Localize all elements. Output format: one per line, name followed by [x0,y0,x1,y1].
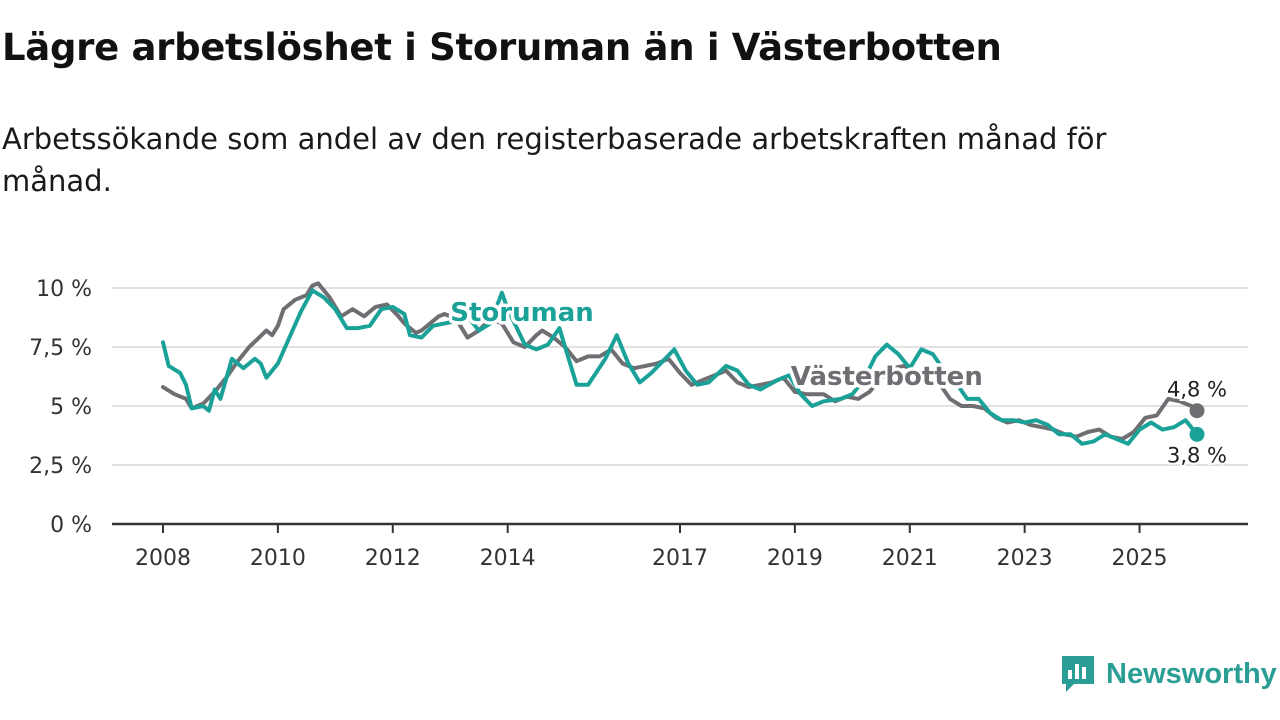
series-label-annotation: Västerbotten [791,362,983,392]
x-tick-label: 2017 [652,546,708,571]
y-tick-label: 5 % [50,395,92,420]
series-line-storuman [161,288,1199,446]
x-tick-label: 2023 [997,546,1053,571]
end-marker-storuman [1189,426,1205,442]
newsworthy-brand: Newsworthy [1060,654,1277,694]
x-tick-label: 2012 [365,546,421,571]
x-tick-label: 2019 [767,546,823,571]
y-tick-label: 10 % [36,277,92,302]
x-tick-label: 2014 [480,546,536,571]
y-tick-label: 7,5 % [29,336,92,361]
x-tick-label: 2008 [135,546,191,571]
end-value-label: 4,8 % [1167,378,1227,402]
newsworthy-logo-icon [1062,656,1094,692]
chart-title: Lägre arbetslöshet i Storuman än i Väste… [2,26,1002,69]
brand-name: Newsworthy [1106,657,1277,690]
x-tick-label: 2021 [882,546,938,571]
line-chart: 4,8 % 3,8 % Storuman Västerbotten 0 % 2,5 % 5… [29,277,1248,571]
y-tick-label: 0 % [50,513,92,538]
end-marker-vasterbotten [1189,403,1205,419]
y-tick-label: 2,5 % [29,454,92,479]
end-value-label: 3,8 % [1167,443,1227,467]
x-tick-label: 2010 [250,546,306,571]
chart-subtitle: Arbetssökande som andel av den registerb… [2,122,1107,198]
series-label-annotation: Storuman [450,298,594,328]
x-tick-label: 2025 [1112,546,1168,571]
